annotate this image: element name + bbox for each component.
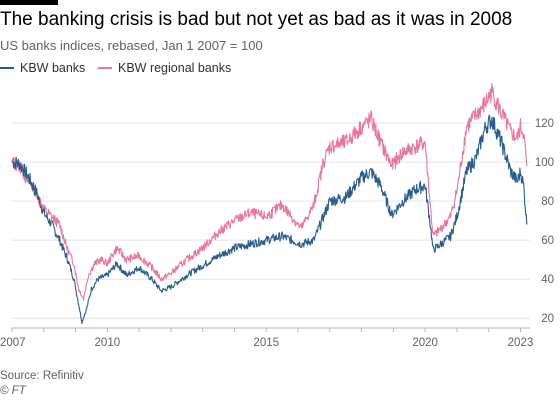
- x-tick-label-2023: 2023: [508, 337, 534, 349]
- ft-accent-bar: [0, 0, 58, 5]
- x-tick-label-2020: 2020: [412, 337, 438, 349]
- legend-swatch-kbw-banks: [0, 67, 14, 69]
- y-tick-label-120: 120: [535, 118, 554, 130]
- ft-credit: © FT: [0, 385, 26, 397]
- series-line-kbw-regional-banks: [11, 82, 528, 301]
- y-tick-label-80: 80: [541, 196, 554, 208]
- series-line-kbw-banks: [11, 114, 528, 325]
- source-note: Source: Refinitiv: [0, 370, 84, 382]
- x-tick-label-2010: 2010: [95, 337, 121, 349]
- y-tick-label-20: 20: [541, 313, 554, 325]
- x-tick-label-2015: 2015: [253, 337, 279, 349]
- legend-label-kbw-banks: KBW banks: [20, 61, 86, 75]
- legend-item-kbw-regional-banks: KBW regional banks: [98, 61, 231, 75]
- x-tick-label-2007: 2007: [0, 337, 26, 349]
- chart-subtitle: US banks indices, rebased, Jan 1 2007 = …: [0, 38, 263, 53]
- legend-swatch-kbw-regional-banks: [98, 67, 112, 69]
- y-tick-label-40: 40: [541, 274, 554, 286]
- y-tick-label-60: 60: [541, 235, 554, 247]
- y-tick-label-100: 100: [535, 157, 554, 169]
- legend-label-kbw-regional-banks: KBW regional banks: [118, 61, 232, 75]
- line-chart: 20 40 60 80 100 120 2007 2010 2015 2020 2023: [0, 82, 554, 349]
- legend-item-kbw-banks: KBW banks: [0, 61, 85, 75]
- chart-title: The banking crisis is bad but not yet as…: [0, 9, 513, 30]
